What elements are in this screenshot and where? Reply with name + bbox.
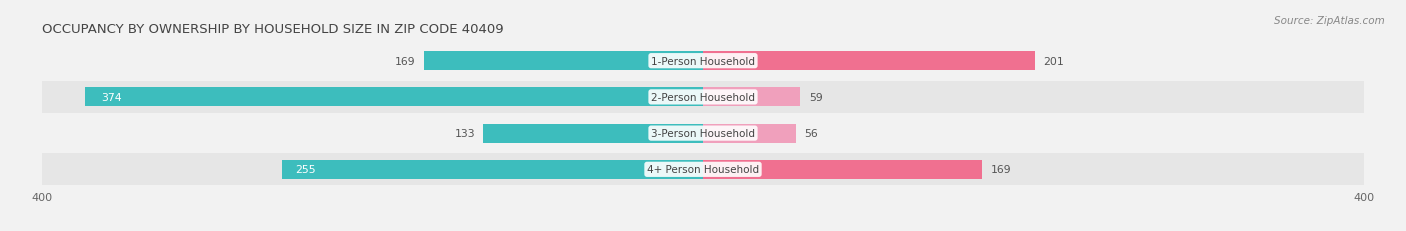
Text: Source: ZipAtlas.com: Source: ZipAtlas.com xyxy=(1274,16,1385,26)
Bar xyxy=(423,52,703,71)
Text: 56: 56 xyxy=(804,128,817,139)
Text: OCCUPANCY BY OWNERSHIP BY HOUSEHOLD SIZE IN ZIP CODE 40409: OCCUPANCY BY OWNERSHIP BY HOUSEHOLD SIZE… xyxy=(42,23,503,36)
Bar xyxy=(703,88,800,107)
Text: 2-Person Household: 2-Person Household xyxy=(651,92,755,103)
Text: 4+ Person Household: 4+ Person Household xyxy=(647,165,759,175)
Text: 1-Person Household: 1-Person Household xyxy=(651,56,755,66)
Text: 3-Person Household: 3-Person Household xyxy=(651,128,755,139)
Text: 374: 374 xyxy=(101,92,122,103)
Text: 201: 201 xyxy=(1043,56,1064,66)
Bar xyxy=(42,82,1364,113)
Text: 169: 169 xyxy=(990,165,1011,175)
Bar xyxy=(703,160,983,179)
Text: 59: 59 xyxy=(808,92,823,103)
Text: 255: 255 xyxy=(295,165,315,175)
Bar xyxy=(86,88,703,107)
Bar xyxy=(42,46,1364,77)
Text: 169: 169 xyxy=(395,56,416,66)
Bar xyxy=(484,124,703,143)
Bar xyxy=(703,124,796,143)
Bar xyxy=(42,154,1364,185)
Bar xyxy=(703,52,1035,71)
Text: 133: 133 xyxy=(454,128,475,139)
Bar xyxy=(42,118,1364,149)
Bar xyxy=(281,160,703,179)
